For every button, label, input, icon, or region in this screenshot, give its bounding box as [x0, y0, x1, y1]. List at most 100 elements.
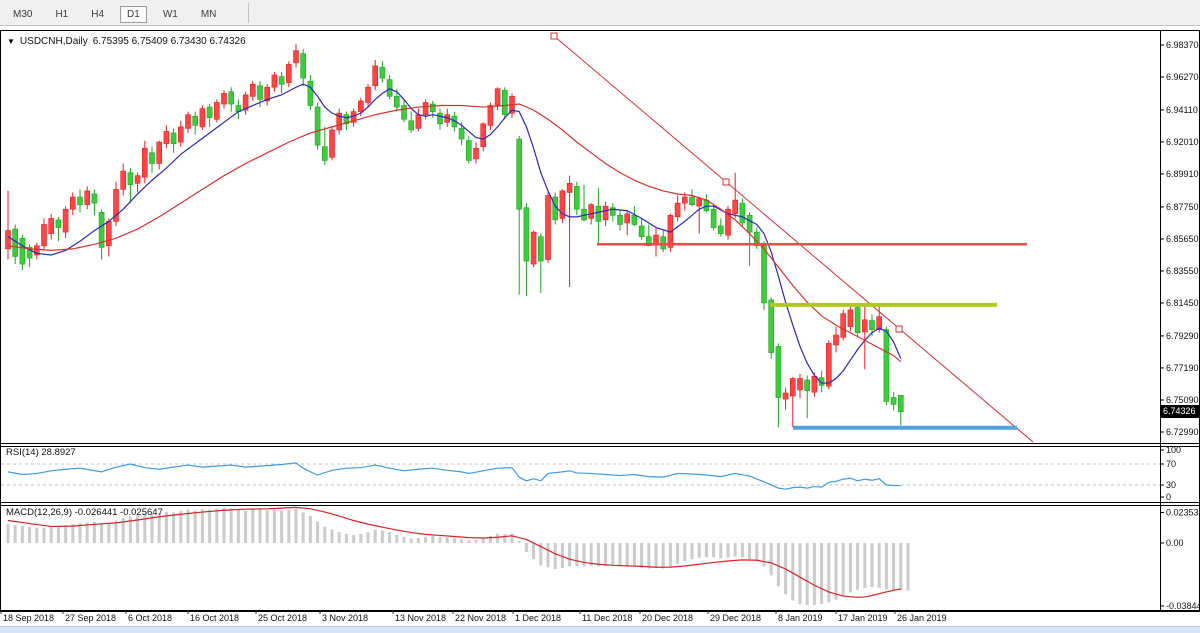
- macd-histogram-bar: [179, 510, 183, 543]
- macd-histogram-bar: [733, 543, 737, 557]
- macd-histogram-bar: [445, 537, 449, 543]
- candle: [537, 236, 544, 262]
- candle: [178, 126, 184, 143]
- current-price-tag: 6.74326: [1161, 405, 1199, 418]
- macd-histogram-bar: [424, 536, 428, 543]
- timeframe-tab-mn[interactable]: MN: [200, 8, 217, 20]
- candle: [142, 147, 148, 178]
- macd-histogram-bar: [294, 508, 298, 543]
- macd-histogram-bar: [308, 516, 312, 543]
- candle: [501, 89, 508, 115]
- candle: [717, 225, 724, 234]
- candle: [617, 215, 623, 225]
- rsi-axis-label: 100: [1166, 445, 1181, 455]
- candle: [833, 334, 839, 346]
- ma-slow-line: [7, 103, 902, 363]
- macd-histogram-bar: [683, 543, 687, 561]
- chart-canvas[interactable]: 6.98370 6.96270 6.94110 6.92010 6.89910 6.877…: [0, 27, 1200, 633]
- macd-histogram-bar: [143, 513, 147, 543]
- trendline-anchor[interactable]: [895, 325, 903, 333]
- macd-histogram-bar: [330, 529, 334, 543]
- macd-histogram-bar: [114, 520, 118, 543]
- chart-title: ▼ USDCNH,Daily 6.75395 6.75409 6.73430 6…: [7, 36, 246, 47]
- candle: [242, 94, 249, 111]
- macd-histogram-bar: [265, 510, 269, 543]
- symbol-dropdown-icon[interactable]: ▼: [7, 37, 15, 46]
- candle: [725, 208, 731, 236]
- macd-histogram-bar: [553, 543, 557, 570]
- macd-histogram-bar: [668, 543, 672, 567]
- candle: [336, 112, 343, 131]
- macd-histogram-bar: [337, 532, 341, 543]
- candle: [33, 245, 40, 256]
- macd-histogram-bar: [460, 539, 464, 543]
- candle: [840, 313, 847, 338]
- candle: [797, 378, 803, 391]
- date-axis-label: 25 Oct 2018: [258, 613, 307, 623]
- macd-histogram-bar: [877, 543, 881, 588]
- trendline[interactable]: [553, 35, 1034, 443]
- candle: [645, 236, 652, 247]
- macd-histogram-bar: [236, 509, 240, 543]
- macd-histogram-bar: [899, 543, 903, 591]
- macd-histogram-bar: [769, 543, 773, 576]
- price-axis-label: 6.77190: [1166, 363, 1199, 373]
- macd-histogram-bar: [539, 543, 543, 566]
- date-axis-label: 6 Oct 2018: [128, 613, 172, 623]
- ma-fast-line: [7, 83, 902, 384]
- macd-histogram-bar: [164, 512, 168, 543]
- timeframe-tab-w1[interactable]: W1: [162, 8, 178, 20]
- trendline-anchor[interactable]: [550, 32, 558, 40]
- macd-histogram-bar: [359, 534, 363, 543]
- candle: [595, 205, 602, 222]
- timeframe-tab-h1[interactable]: H1: [55, 8, 69, 20]
- macd-histogram-bar: [560, 543, 564, 569]
- rsi-axis-label: 0: [1166, 492, 1171, 502]
- timeframe-tab-h4[interactable]: H4: [91, 8, 105, 20]
- macd-histogram-bar: [481, 537, 485, 543]
- candle: [314, 106, 321, 146]
- macd-histogram-bar: [467, 540, 471, 543]
- candle: [573, 186, 580, 210]
- macd-histogram-bar: [280, 510, 284, 543]
- date-axis-label: 16 Oct 2018: [190, 613, 239, 623]
- candle: [883, 329, 890, 402]
- candle: [415, 114, 422, 129]
- macd-histogram-bar: [215, 508, 219, 543]
- trendline-anchor[interactable]: [722, 178, 730, 186]
- macd-histogram-bar: [42, 527, 46, 543]
- candle: [214, 102, 220, 120]
- price-axis-label: 6.94110: [1166, 105, 1198, 115]
- timeframe-tab-m30[interactable]: M30: [13, 8, 33, 20]
- candle: [465, 140, 472, 161]
- candle: [228, 91, 234, 105]
- macd-histogram-bar: [28, 526, 32, 543]
- timeframe-tab-d1[interactable]: D1: [120, 5, 147, 23]
- candle: [660, 236, 667, 250]
- candle: [494, 88, 501, 106]
- candle: [278, 76, 285, 85]
- candle: [329, 129, 335, 158]
- macd-signal-line: [7, 506, 901, 598]
- candle: [26, 247, 33, 259]
- macd-histogram-bar: [229, 508, 233, 543]
- candle: [156, 141, 162, 164]
- date-axis-label: 29 Dec 2018: [710, 613, 761, 623]
- macd-histogram-bar: [186, 509, 190, 543]
- macd-histogram-bar: [100, 523, 104, 543]
- macd-axis-label: 0.023534: [1166, 508, 1200, 518]
- candle: [206, 106, 213, 119]
- candle: [365, 86, 371, 103]
- macd-histogram-bar: [755, 543, 759, 561]
- candle: [761, 245, 767, 304]
- candle: [70, 196, 76, 210]
- date-axis-label: 1 Dec 2018: [515, 613, 561, 623]
- candle: [473, 147, 479, 160]
- candle: [775, 346, 782, 398]
- candle: [264, 86, 271, 102]
- candle: [429, 103, 436, 112]
- candle: [293, 50, 299, 64]
- macd-histogram-bar: [244, 510, 248, 543]
- macd-histogram-bar: [121, 517, 125, 543]
- candle: [566, 182, 573, 193]
